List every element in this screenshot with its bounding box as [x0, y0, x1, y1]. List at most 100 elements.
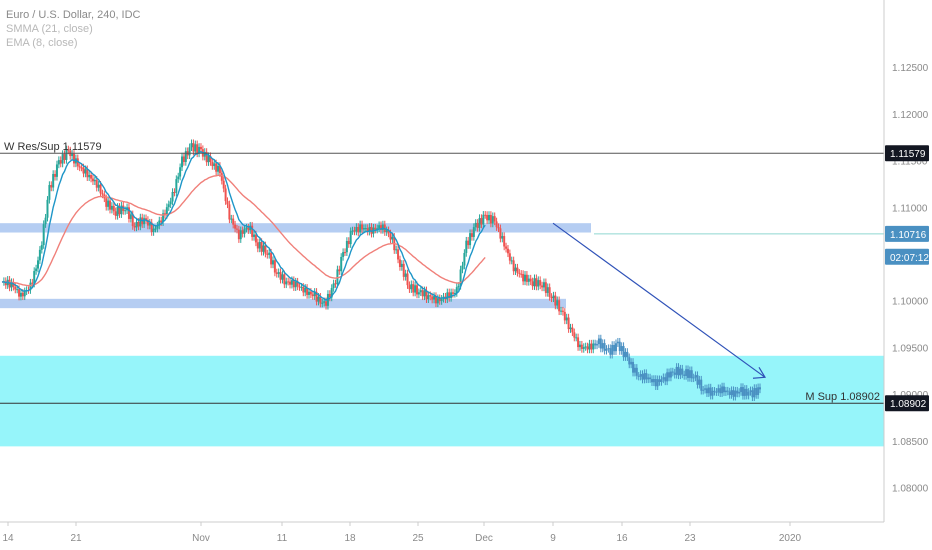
candle [584, 342, 587, 351]
candle [679, 364, 682, 380]
chart-legend: Euro / U.S. Dollar, 240, IDC SMMA (21, c… [6, 8, 141, 50]
candle [357, 223, 360, 237]
candle [190, 139, 193, 152]
candle [641, 370, 644, 384]
candle [78, 162, 81, 172]
candle [279, 268, 282, 284]
candle [292, 276, 295, 291]
candle [469, 229, 472, 249]
candle [539, 276, 542, 290]
candle [649, 373, 652, 383]
candle [656, 375, 659, 390]
candle [558, 296, 561, 316]
candle [198, 143, 201, 158]
candle [110, 202, 113, 214]
candle [427, 291, 430, 303]
candle [578, 340, 581, 351]
candle [450, 288, 453, 302]
candle [217, 162, 220, 176]
candle [565, 313, 568, 325]
candle [696, 371, 699, 389]
candle [150, 218, 153, 236]
candle [253, 230, 256, 241]
candle [575, 333, 578, 342]
candle [571, 323, 574, 337]
candle [635, 364, 638, 380]
candle [702, 386, 705, 395]
candle [463, 249, 466, 270]
candle [683, 370, 686, 380]
candle [391, 233, 394, 244]
candle [387, 226, 390, 238]
candle [408, 281, 411, 293]
candle [480, 214, 483, 229]
candle [296, 277, 299, 291]
price-tick-label: 1.12500 [892, 63, 929, 74]
candle [662, 373, 665, 384]
candle [506, 244, 509, 258]
candle [319, 293, 322, 308]
candle [749, 386, 752, 396]
candle [345, 237, 348, 256]
candle [690, 366, 693, 383]
candle [614, 339, 617, 355]
candle [668, 368, 671, 382]
candle [548, 283, 551, 301]
candle [287, 277, 290, 286]
candle [145, 214, 148, 224]
candle [275, 268, 278, 278]
candle [508, 249, 511, 265]
time-tick-label: 2020 [779, 533, 802, 544]
candle [590, 339, 593, 354]
candle [465, 236, 468, 257]
candle [404, 269, 407, 281]
candle [239, 226, 242, 243]
candle [554, 291, 557, 310]
candle [211, 158, 214, 170]
price-tag-label: 1.08902 [890, 399, 927, 410]
candle [281, 270, 284, 284]
candle [514, 263, 517, 275]
candle [148, 218, 151, 230]
candle [230, 214, 233, 224]
candle [37, 256, 40, 273]
candle [133, 222, 136, 232]
time-tick-label: Dec [475, 533, 493, 544]
candle [294, 277, 297, 291]
candle [177, 172, 180, 183]
candle [65, 145, 68, 164]
candle [518, 269, 521, 278]
candle [120, 201, 123, 218]
candle [342, 248, 345, 261]
candle [406, 269, 409, 289]
candle [722, 382, 725, 396]
candle [577, 333, 580, 351]
candle [510, 256, 513, 265]
candle [491, 212, 494, 228]
candle [271, 256, 274, 269]
ema-line [1, 150, 486, 302]
candle [650, 375, 653, 386]
candle [237, 225, 240, 243]
candle [97, 180, 100, 192]
time-tick-label: 25 [412, 533, 424, 544]
candle [385, 226, 388, 236]
candle [135, 218, 138, 232]
candle [675, 363, 678, 379]
time-tick-label: Nov [192, 533, 210, 544]
candle [705, 384, 708, 397]
candle [54, 170, 57, 181]
candle [400, 260, 403, 271]
candle [29, 278, 32, 294]
candle [162, 209, 165, 227]
candle [395, 245, 398, 254]
candle [704, 384, 707, 394]
candle [652, 375, 655, 386]
time-tick-label: 9 [550, 533, 556, 544]
candle [169, 197, 172, 209]
candle [550, 293, 553, 303]
candle [378, 221, 381, 233]
candle [611, 341, 614, 359]
candle [759, 383, 761, 394]
